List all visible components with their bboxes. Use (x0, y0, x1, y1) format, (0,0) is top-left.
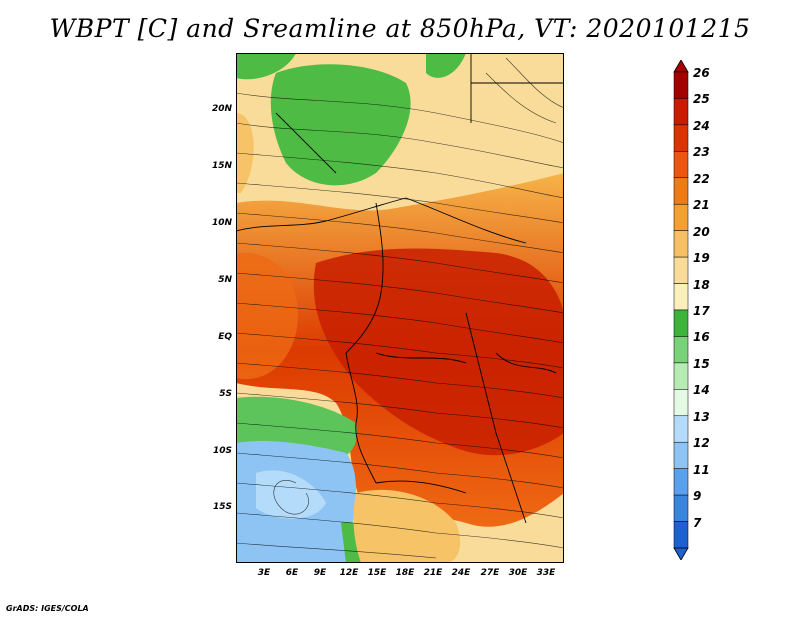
coastal-warm-region (236, 252, 298, 380)
lat-label: 10S (212, 446, 232, 456)
north-green-region (270, 64, 411, 186)
colorbar-max-arrow (673, 60, 689, 73)
colorbar-segment (673, 177, 689, 205)
colorbar-segment (673, 362, 689, 390)
lon-label: 27E (480, 568, 500, 578)
chart-title: WBPT [C] and Sreamline at 850hPa, VT: 20… (49, 14, 751, 43)
lat-label: 5N (218, 275, 232, 285)
hot-core-region (313, 248, 564, 456)
colorbar-label: 25 (693, 92, 710, 107)
colorbar-label: 26 (693, 66, 710, 80)
lon-label: 18E (395, 568, 415, 578)
colorbar-segment (673, 521, 689, 549)
map-area[interactable] (236, 53, 564, 563)
colorbar-label: 17 (693, 304, 710, 318)
colorbar-label: 23 (693, 145, 710, 160)
colorbar-label: 21 (693, 198, 710, 213)
colorbar-label: 9 (693, 489, 702, 504)
colorbar-segment (673, 124, 689, 152)
colorbar-segment (673, 151, 689, 179)
colorbar-segment (673, 494, 689, 522)
nw-green-region (236, 53, 296, 80)
colorbar-label: 24 (693, 118, 710, 133)
colorbar-label: 13 (693, 409, 710, 424)
colorbar-segment (673, 98, 689, 126)
lat-label: 5S (219, 389, 232, 399)
map-field (236, 53, 564, 563)
colorbar-label: 11 (693, 462, 710, 477)
colorbar-label: 18 (693, 277, 710, 292)
lon-label: 15E (367, 568, 387, 578)
colorbar-segment (673, 256, 689, 284)
streamlines (236, 57, 564, 559)
lon-label: 12E (339, 568, 359, 578)
colorbar-segment (673, 230, 689, 258)
lon-label: 30E (508, 568, 528, 578)
ne-green-patch (426, 53, 466, 78)
west-pale-band (236, 113, 254, 193)
lon-label: 21E (423, 568, 443, 578)
colorbar (673, 60, 689, 560)
lon-label: 9E (313, 568, 327, 578)
colorbar-segment (673, 283, 689, 311)
southeast-pale-region (353, 489, 461, 563)
lon-label: 3E (257, 568, 271, 578)
cool-core-region (256, 470, 326, 519)
colorbar-label: 7 (693, 515, 702, 530)
lat-label: 15S (212, 502, 232, 512)
colorbar-segment (673, 468, 689, 496)
lat-label: 20N (211, 104, 232, 114)
colorbar-segment (673, 309, 689, 337)
colorbar-label: 19 (693, 251, 710, 266)
colorbar-segment (673, 389, 689, 417)
colorbar-segment (673, 415, 689, 443)
map-frame (236, 53, 564, 563)
colorbar-label: 15 (693, 356, 710, 371)
country-borders (236, 53, 564, 524)
colorbar-segment (673, 203, 689, 231)
colorbar-min-arrow (673, 547, 689, 560)
colorbar-label: 14 (693, 383, 710, 398)
colorbar-label: 12 (693, 436, 710, 451)
grads-credit: GrADS: IGES/COLA (6, 604, 89, 613)
lat-label: EQ (218, 332, 232, 342)
lon-label: 6E (285, 568, 299, 578)
lon-label: 33E (536, 568, 556, 578)
lat-label: 15N (211, 161, 232, 171)
colorbar-label: 22 (693, 171, 710, 186)
colorbar-label: 16 (693, 330, 710, 345)
lon-label: 24E (451, 568, 471, 578)
lat-label: 10N (211, 218, 232, 228)
colorbar-segment (673, 71, 689, 99)
colorbar-segment (673, 441, 689, 469)
colorbar-label: 20 (693, 224, 710, 239)
colorbar-segment (673, 336, 689, 364)
